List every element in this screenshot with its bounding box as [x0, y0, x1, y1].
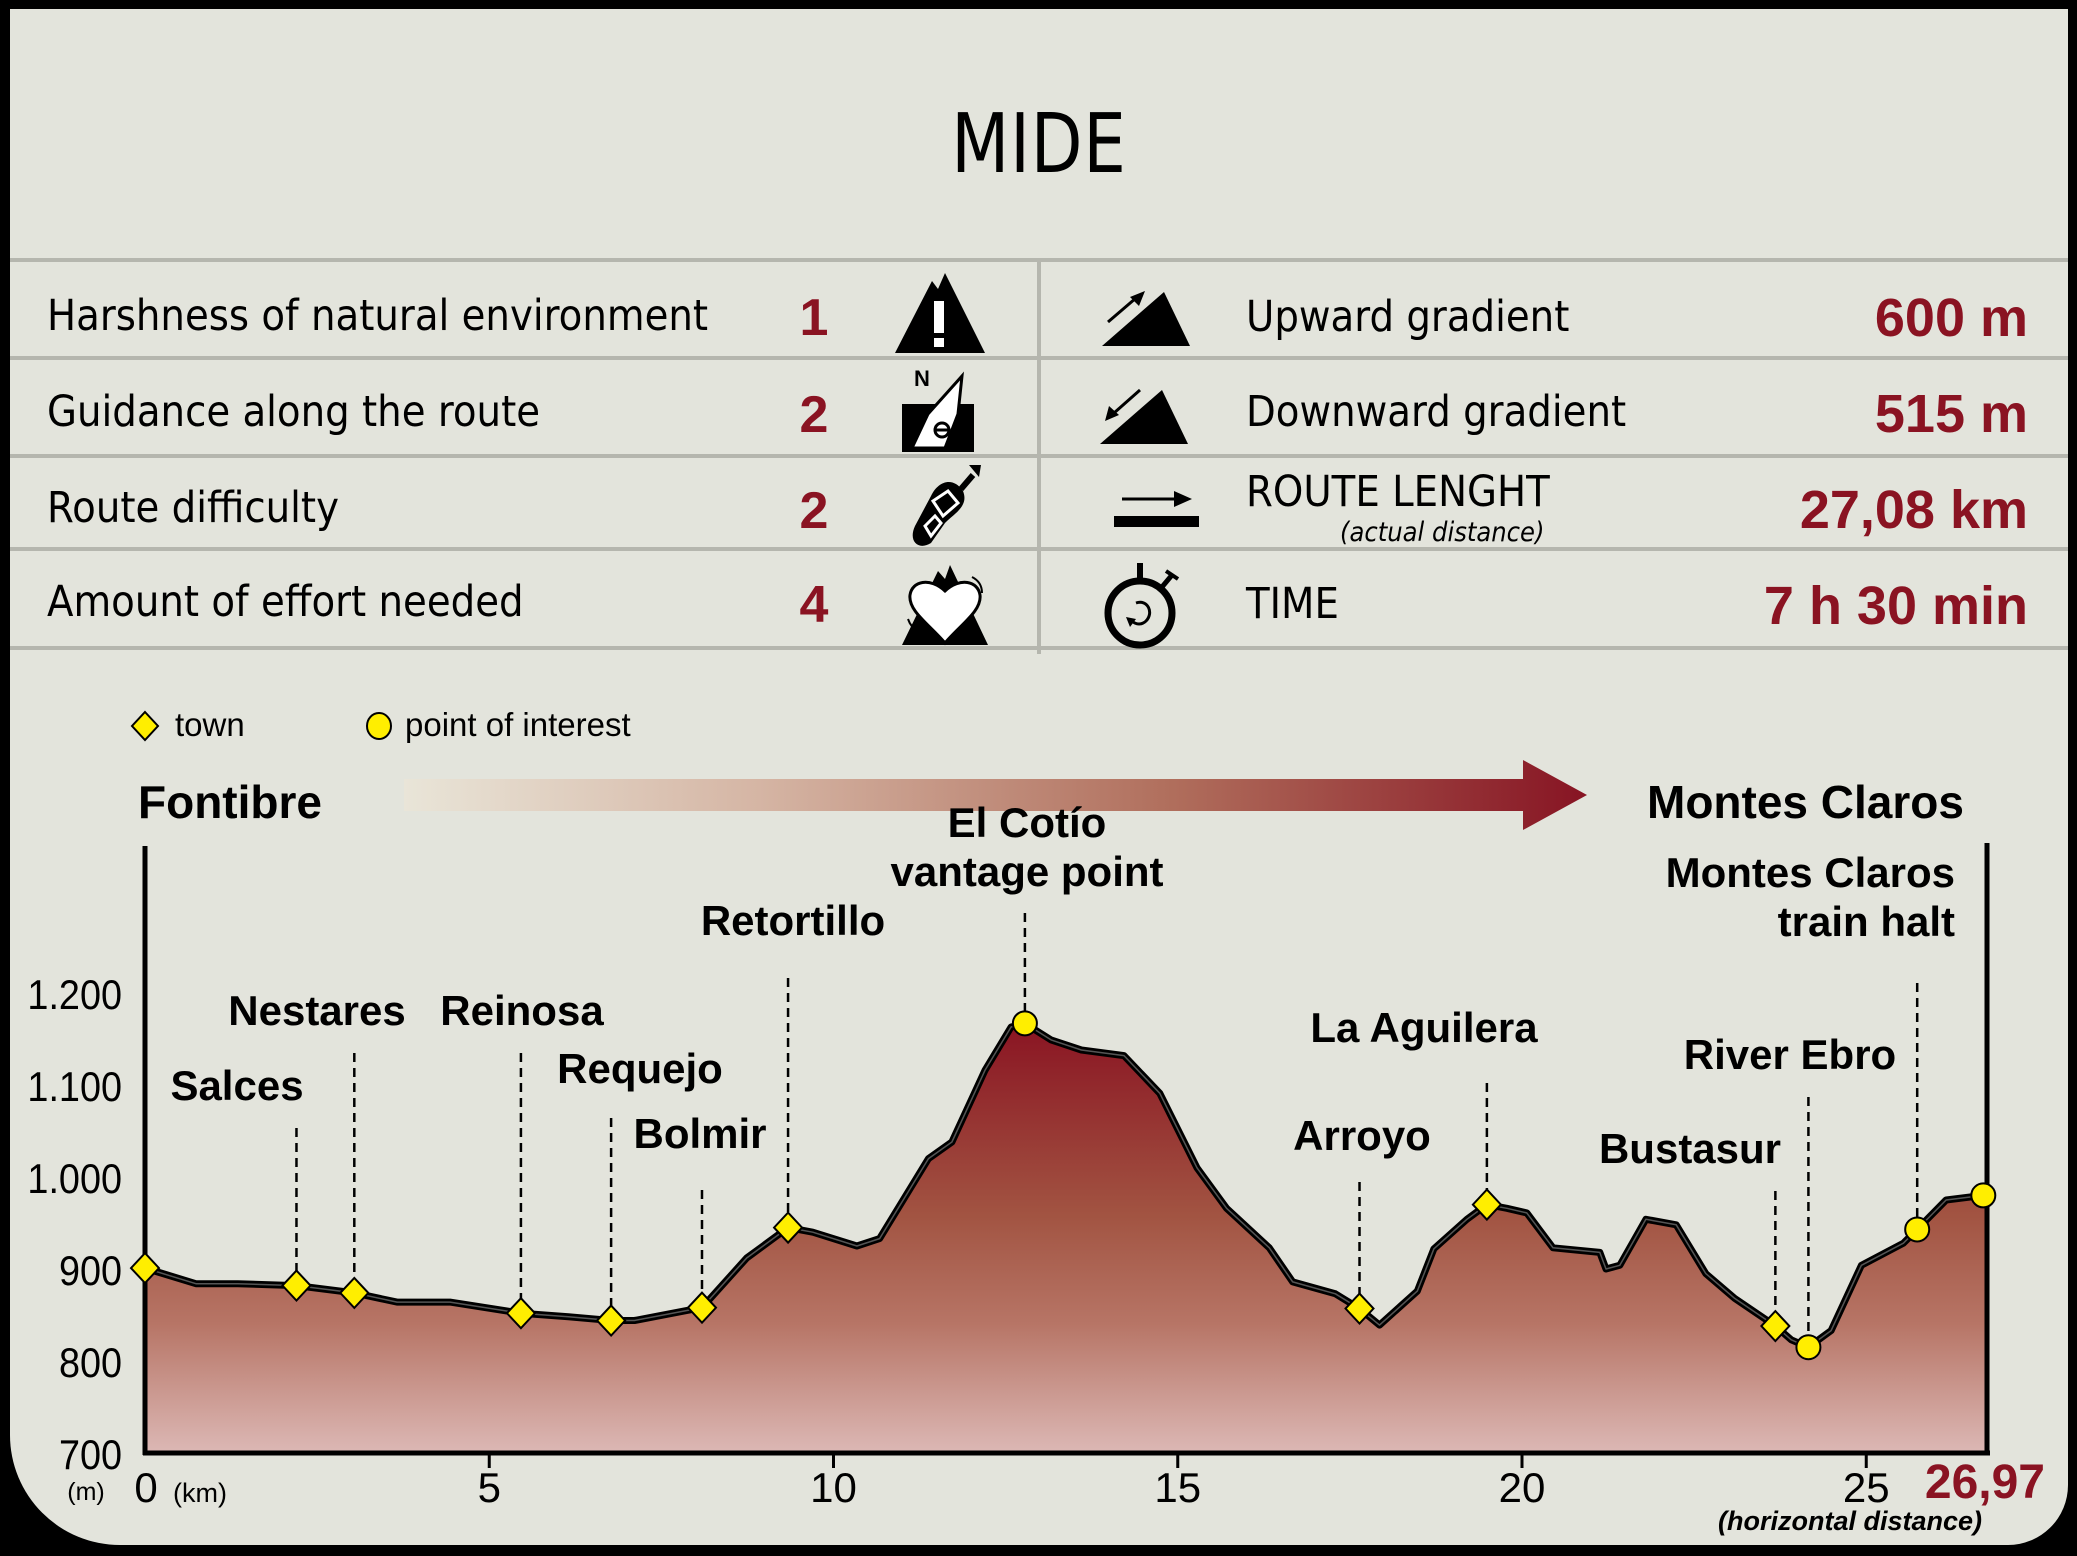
boot-sole-icon: [912, 465, 981, 546]
elevation-chart: 700 800 900 1.000 1.100 1.200 0 5 10 15 20 25 Salc…: [27, 799, 2045, 1536]
stopwatch-icon: [1104, 563, 1180, 649]
waypoint-label: Retortillo: [701, 897, 885, 944]
row-score: 2: [799, 482, 829, 540]
row-score: 4: [799, 576, 829, 634]
row-label: TIME: [1246, 579, 1339, 629]
elevation-area: [145, 1023, 1987, 1453]
waypoint-label: Reinosa: [440, 987, 604, 1034]
row-label: ROUTE LENGHT: [1246, 467, 1550, 517]
row-sublabel: (actual distance): [1340, 517, 1545, 548]
uphill-arrow-icon: [1102, 291, 1190, 346]
mountain-warning-icon: [895, 273, 985, 353]
row-label: Harshness of natural environment: [47, 291, 709, 341]
waypoint-label: Bolmir: [633, 1110, 766, 1157]
x-end-value: 26,97: [1925, 1456, 2045, 1509]
row-value: 515 m: [1874, 384, 2028, 444]
table-column-divider: [1037, 258, 1041, 654]
town-marker[interactable]: [1344, 1292, 1375, 1326]
x-tick-label: 15: [1154, 1464, 1201, 1511]
direction-arrow-icon: [404, 760, 1587, 830]
legend-poi: point of interest: [405, 706, 631, 743]
town-marker[interactable]: [595, 1304, 627, 1337]
row-value: 27,08 km: [1799, 480, 2028, 540]
waypoint-label: Arroyo: [1293, 1112, 1431, 1159]
legend-town: town: [175, 706, 245, 743]
row-label: Downward gradient: [1246, 387, 1627, 437]
row-label: Amount of effort needed: [47, 577, 524, 627]
waypoint-leader-lines: [295, 913, 1919, 1336]
poi-marker[interactable]: [1011, 1010, 1038, 1037]
waypoint-label: Montes Claros: [1666, 849, 1955, 896]
town-marker[interactable]: [338, 1276, 370, 1310]
waypoint-label: Requejo: [557, 1045, 723, 1092]
waypoint-label: train halt: [1778, 898, 1955, 945]
x-tick-label: 5: [478, 1464, 501, 1511]
route-end-label: Montes Claros: [1647, 776, 1964, 828]
mide-card: MIDE Harshness of natural environment 1 …: [10, 9, 2068, 1545]
waypoint-label: Nestares: [228, 987, 405, 1034]
waypoint-label: vantage point: [890, 848, 1163, 895]
town-marker[interactable]: [686, 1291, 718, 1325]
row-label: Guidance along the route: [47, 387, 541, 437]
row-score: 2: [799, 386, 829, 444]
y-unit-label: (m): [67, 1478, 104, 1506]
town-marker[interactable]: [505, 1296, 537, 1330]
heart-mountain-icon: [902, 565, 988, 646]
town-marker[interactable]: [129, 1251, 161, 1285]
x-end-note: (horizontal distance): [1718, 1506, 1982, 1536]
town-marker[interactable]: [281, 1269, 312, 1303]
waypoint-label: River Ebro: [1684, 1031, 1896, 1078]
waypoint-label: La Aguilera: [1310, 1004, 1538, 1051]
y-tick-label: 1.100: [27, 1064, 122, 1110]
waypoint-labels: Salces Nestares Reinosa Requejo Bolmir Retort…: [170, 799, 1955, 1172]
waypoint-label: Salces: [170, 1062, 303, 1109]
svg-text:N: N: [914, 366, 930, 391]
y-tick-label: 1.200: [27, 972, 122, 1018]
town-diamond-icon: [130, 710, 160, 742]
x-tick-label: 20: [1499, 1464, 1546, 1511]
page-title: MIDE: [951, 97, 1127, 192]
poi-marker[interactable]: [1970, 1182, 1997, 1209]
y-tick-label: 900: [59, 1248, 122, 1294]
waypoint-markers: [129, 1010, 1997, 1361]
waypoint-label: Bustasur: [1599, 1125, 1781, 1172]
row-score: 1: [799, 289, 829, 347]
x-tick-label: 10: [810, 1464, 857, 1511]
y-axis-labels: 700 800 900 1.000 1.100 1.200: [27, 972, 122, 1478]
poi-marker[interactable]: [1795, 1334, 1822, 1361]
x-tick-label: 0: [134, 1464, 157, 1511]
town-marker[interactable]: [772, 1211, 804, 1245]
y-tick-label: 1.000: [27, 1156, 122, 1202]
y-tick-label: 800: [59, 1340, 122, 1386]
poi-circle-icon: [366, 712, 392, 740]
row-label: Route difficulty: [47, 483, 340, 533]
row-value: 600 m: [1874, 288, 2028, 348]
route-start-label: Fontibre: [138, 776, 322, 828]
downhill-arrow-icon: [1100, 388, 1188, 444]
x-unit-label: (km): [173, 1478, 227, 1508]
town-marker[interactable]: [1471, 1188, 1503, 1222]
y-tick-label: 700: [59, 1432, 122, 1478]
x-tick-label: 25: [1843, 1464, 1890, 1511]
town-marker[interactable]: [1760, 1309, 1791, 1343]
poi-marker[interactable]: [1904, 1216, 1931, 1243]
compass-map-icon: N: [902, 366, 974, 452]
waypoint-label: El Cotío: [948, 799, 1107, 846]
row-value: 7 h 30 min: [1763, 576, 2028, 636]
x-axis-labels: 0 5 10 15 20 25: [134, 1453, 1890, 1511]
row-label: Upward gradient: [1246, 292, 1570, 342]
route-length-icon: [1114, 491, 1199, 527]
